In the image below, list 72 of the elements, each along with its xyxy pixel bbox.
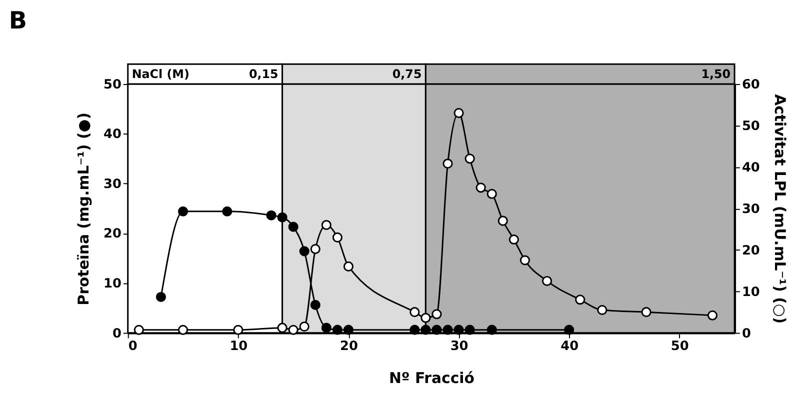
point (332, 324, 342, 335)
y-tick-label: 20 (104, 226, 122, 242)
point (486, 188, 497, 199)
band-label: 0,75 (392, 67, 422, 82)
point (432, 309, 442, 320)
y2-tick-label: 60 (742, 77, 760, 92)
y-tick-label: 30 (104, 176, 122, 192)
point (597, 304, 608, 316)
point (343, 261, 354, 272)
point (299, 246, 310, 256)
y-tick-label: 10 (104, 276, 122, 292)
point (332, 232, 342, 242)
text: NaCl (M) (132, 67, 190, 82)
y-tick-label: 0 (112, 326, 122, 342)
x-tick-label: 0 (128, 339, 138, 354)
x-tick-label: 10 (230, 339, 248, 354)
chart-title: B (8, 6, 27, 35)
y2-tick-label: 50 (742, 118, 760, 134)
point (299, 322, 310, 332)
point (420, 312, 431, 323)
y2-tick-label: 20 (742, 243, 760, 258)
y2-axis-title: Activitat LPL (mU.mL⁻¹) (○) (770, 94, 789, 324)
point (564, 324, 574, 335)
x-tick-label: 50 (670, 339, 689, 354)
y-tick-label: 50 (104, 77, 122, 92)
point (277, 322, 288, 333)
point (486, 324, 497, 335)
point (420, 324, 431, 335)
x-axis-title: Nº Fracció (388, 368, 474, 387)
point (464, 324, 475, 335)
point (432, 324, 442, 335)
point (641, 307, 652, 318)
point (288, 222, 298, 232)
point (266, 210, 276, 220)
point (707, 310, 718, 320)
x-tick-label: 30 (450, 339, 468, 354)
band-label: 0,15 (249, 67, 278, 82)
point (178, 324, 188, 335)
point (288, 324, 298, 335)
y2-tick-label: 30 (742, 202, 760, 217)
band-label: 1,50 (701, 67, 731, 82)
point (310, 244, 320, 254)
point (321, 322, 332, 333)
point (508, 234, 519, 245)
y-tick-label: 40 (104, 127, 122, 142)
point (498, 216, 508, 226)
y2-tick-label: 0 (742, 326, 751, 342)
x-tick-label: 40 (560, 339, 579, 354)
point (156, 292, 166, 302)
point (542, 276, 552, 286)
point (343, 324, 354, 335)
point (310, 300, 320, 310)
y2-tick-label: 40 (742, 160, 760, 176)
point (178, 206, 188, 216)
point (454, 324, 464, 335)
point (476, 182, 486, 193)
point (520, 255, 530, 266)
point (442, 158, 453, 169)
y2-tick-label: 10 (742, 284, 760, 300)
x-tick-label: 20 (340, 339, 358, 354)
y-axis-title: Proteïna (mg.mL⁻¹) (●) (74, 112, 93, 306)
point (134, 324, 144, 335)
point (222, 206, 232, 216)
point (233, 324, 244, 335)
point (410, 307, 420, 318)
point (442, 324, 453, 335)
point (575, 294, 586, 305)
point (277, 212, 288, 222)
point (410, 324, 420, 335)
point (321, 220, 332, 230)
point (464, 154, 475, 164)
point (454, 108, 464, 118)
